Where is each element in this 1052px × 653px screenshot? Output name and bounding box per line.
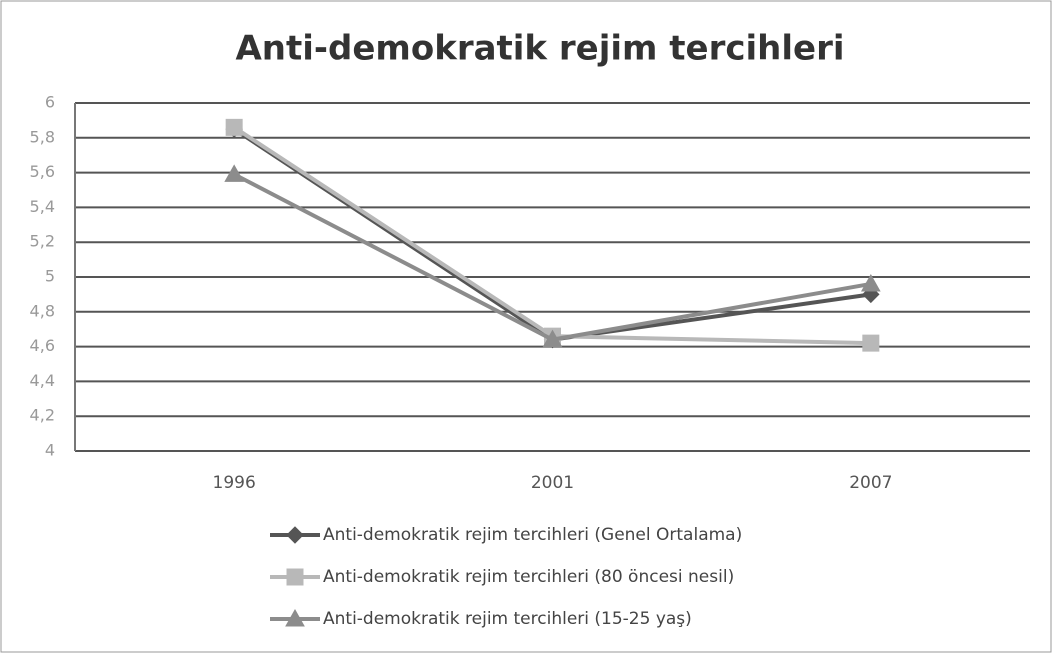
legend-label: Anti-demokratik rejim tercihleri (Genel … [323, 525, 742, 545]
x-tick-label: 1996 [213, 473, 256, 493]
y-tick-label: 6 [45, 93, 55, 112]
chart-title: Anti-demokratik rejim tercihleri [235, 29, 844, 69]
y-tick-label: 5,8 [30, 127, 55, 146]
legend-label: Anti-demokratik rejim tercihleri (80 önc… [323, 567, 734, 587]
marker [225, 118, 243, 136]
x-tick-label: 2001 [531, 473, 574, 493]
marker [285, 608, 305, 627]
y-tick-label: 5,2 [30, 232, 55, 251]
marker [286, 526, 304, 544]
marker [286, 568, 304, 586]
x-tick-label: 2007 [849, 473, 892, 493]
marker [542, 329, 563, 348]
marker [224, 164, 245, 182]
y-tick-label: 4,8 [30, 301, 55, 320]
y-tick-label: 5,4 [30, 197, 55, 216]
y-tick-label: 5 [45, 267, 55, 286]
y-tick-label: 4,2 [30, 406, 55, 425]
y-tick-label: 4,6 [30, 336, 55, 355]
marker [860, 273, 881, 292]
marker [862, 334, 880, 352]
y-tick-label: 5,6 [30, 162, 55, 181]
y-tick-label: 4 [45, 441, 55, 460]
y-tick-label: 4,4 [30, 371, 55, 390]
legend-label: Anti-demokratik rejim tercihleri (15-25 … [323, 609, 692, 629]
